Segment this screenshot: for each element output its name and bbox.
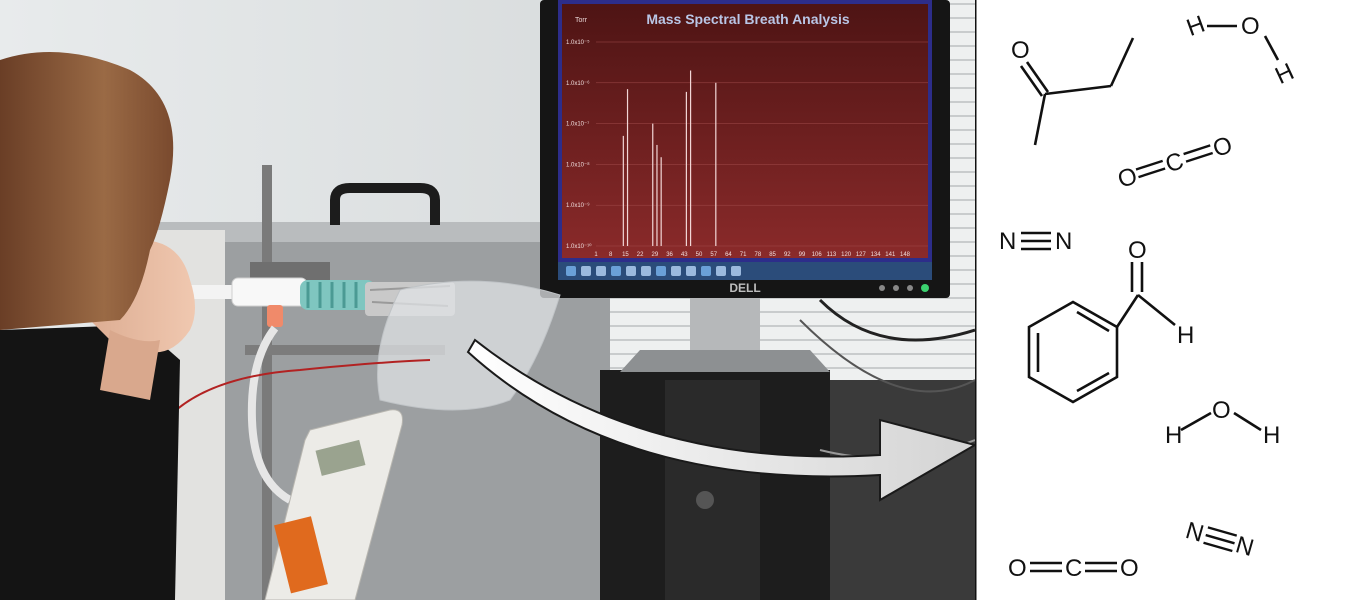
atom-o: O (1120, 555, 1139, 582)
x-tick-label: 50 (696, 252, 703, 258)
monitor-brand-logo: DELL (729, 281, 760, 295)
x-tick-label: 22 (637, 252, 644, 258)
molecule-butanone (1019, 37, 1135, 146)
molecule-benzaldehyde (1027, 262, 1176, 404)
x-tick-label: 127 (856, 252, 867, 258)
taskbar-icon[interactable] (566, 266, 576, 276)
x-tick-label: 71 (740, 252, 747, 258)
x-tick-label: 99 (799, 252, 806, 258)
taskbar-icon[interactable] (731, 266, 741, 276)
atom-h: H (1271, 58, 1298, 90)
x-tick-label: 57 (710, 252, 717, 258)
cabinet-handle (330, 183, 440, 225)
taskbar (558, 262, 932, 280)
unit-label: Torr (575, 17, 588, 24)
ring-stand-rod (262, 165, 272, 600)
taskbar-icon[interactable] (596, 266, 606, 276)
x-tick-label: 36 (666, 252, 673, 258)
taskbar-icon[interactable] (716, 266, 726, 276)
x-tick-label: 134 (871, 252, 882, 258)
atom-o: O (1128, 237, 1147, 264)
x-tick-label: 148 (900, 252, 911, 258)
molecule-n2-left: N N (999, 228, 1072, 255)
x-tick-label: 64 (725, 252, 732, 258)
x-tick-label: 29 (652, 252, 659, 258)
taskbar-icon[interactable] (641, 266, 651, 276)
atom-o: O (1212, 397, 1231, 424)
spectrum-peaks (622, 70, 717, 246)
spectrum-title: Mass Spectral Breath Analysis (646, 11, 850, 27)
breath-analysis-photo: Mass Spectral Breath Analysis Torr 1.0x1… (0, 0, 975, 600)
atom-c: C (1162, 147, 1187, 178)
x-tick-label: 15 (622, 252, 629, 258)
atom-n: N (1183, 517, 1207, 548)
handheld-meter (264, 409, 403, 600)
taskbar-icon[interactable] (671, 266, 681, 276)
x-tick-label: 85 (769, 252, 776, 258)
atom-o: O (1210, 131, 1236, 162)
atom-h: H (1177, 322, 1194, 349)
atom-o: O (1115, 162, 1141, 193)
y-tick-label: 1.0x10⁻¹⁰ (566, 243, 592, 250)
molecule-water-mid: H O H (1165, 397, 1280, 449)
atom-h: H (1263, 422, 1280, 449)
taskbar-icon[interactable] (686, 266, 696, 276)
atom-o: O (1011, 37, 1030, 64)
taskbar-icon[interactable] (626, 266, 636, 276)
atom-n: N (1055, 228, 1072, 255)
atom-o: O (1008, 555, 1027, 582)
x-tick-label: 106 (812, 252, 823, 258)
atom-o: O (1241, 13, 1260, 40)
atom-n: N (999, 228, 1016, 255)
x-tick-labels: 1 8 15 22 29 36 43 50 57 64 71 78 85 92 99 106 113 120 127… (594, 252, 910, 258)
atom-h: H (1165, 422, 1182, 449)
lab-scene: Mass Spectral Breath Analysis Torr 1.0x1… (0, 0, 975, 600)
gridlines (596, 41, 928, 247)
arrow-to-molecules (466, 338, 975, 502)
x-tick-label: 113 (827, 252, 837, 258)
taskbar-icon[interactable] (701, 266, 711, 276)
breath-sampling-tube (180, 277, 455, 504)
taskbar-icon[interactable] (581, 266, 591, 276)
atom-c: C (1065, 555, 1082, 582)
atom-h: H (1183, 11, 1209, 42)
molecular-structures: O H O H O C O N (975, 0, 1298, 600)
x-tick-label: 78 (755, 252, 762, 258)
molecules-panel: O H O H O C O N (975, 0, 1348, 600)
monitor: Mass Spectral Breath Analysis Torr 1.0x1… (540, 0, 950, 372)
molecule-water-top: H O H (1183, 11, 1298, 90)
x-tick-label: 141 (885, 252, 896, 258)
x-tick-label: 43 (681, 252, 688, 258)
molecule-co2-bottom: O C O (1008, 555, 1139, 582)
x-tick-label: 92 (784, 252, 791, 258)
x-tick-label: 1 (594, 252, 598, 258)
y-tick-label: 1.0x10⁻⁹ (566, 202, 590, 209)
y-tick-label: 1.0x10⁻⁶ (566, 80, 590, 87)
molecule-n2-bottom: N N (1183, 517, 1257, 562)
x-tick-label: 120 (841, 252, 852, 258)
taskbar-icon[interactable] (656, 266, 666, 276)
molecule-co2-top: O C O (1115, 131, 1236, 193)
person (0, 52, 195, 600)
y-tick-label: 1.0x10⁻⁷ (566, 121, 589, 128)
taskbar-icon[interactable] (611, 266, 621, 276)
y-tick-labels: 1.0x10⁻⁵ 1.0x10⁻⁶ 1.0x10⁻⁷ 1.0x10⁻⁸ 1.0x10⁻⁹… (566, 39, 592, 250)
y-tick-label: 1.0x10⁻⁸ (566, 161, 590, 168)
x-tick-label: 8 (609, 252, 613, 258)
y-tick-label: 1.0x10⁻⁵ (566, 39, 590, 46)
